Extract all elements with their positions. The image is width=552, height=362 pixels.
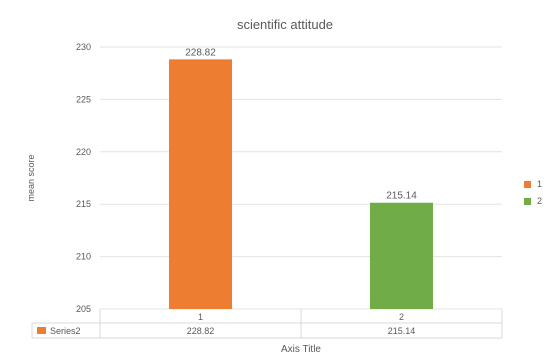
legend-label: 1 [537, 179, 542, 189]
chart-title: scientific attitude [237, 17, 333, 32]
y-tick-label: 225 [76, 94, 91, 104]
bar-data-label: 228.82 [185, 47, 216, 58]
bar-1 [169, 59, 232, 310]
x-axis-title: Axis Title [281, 344, 321, 355]
bar-2 [370, 202, 433, 309]
legend-swatch [524, 181, 531, 188]
data-table-value: 228.82 [187, 326, 215, 336]
data-table-values: 228.82 215.14 [187, 326, 416, 336]
y-axis-tick-labels: 205 210 215 220 225 230 [76, 42, 91, 314]
y-tick-label: 220 [76, 147, 91, 157]
legend-swatch [524, 198, 531, 205]
legend: 12 [524, 179, 542, 206]
y-tick-label: 205 [76, 304, 91, 314]
y-tick-label: 230 [76, 42, 91, 52]
data-labels: 228.82 215.14 [185, 47, 417, 201]
data-table-value: 215.14 [388, 326, 416, 336]
bar-data-label: 215.14 [386, 191, 417, 202]
gridlines [100, 46, 502, 310]
category-label: 1 [198, 312, 203, 322]
y-tick-label: 215 [76, 199, 91, 209]
legend-label: 2 [537, 196, 542, 206]
category-label: 2 [399, 312, 404, 322]
data-table-series-swatch [37, 327, 46, 334]
data-table-row-label: Series2 [50, 326, 81, 336]
y-axis-title: mean score [26, 154, 36, 201]
y-tick-label: 210 [76, 252, 91, 262]
bars [169, 59, 433, 310]
